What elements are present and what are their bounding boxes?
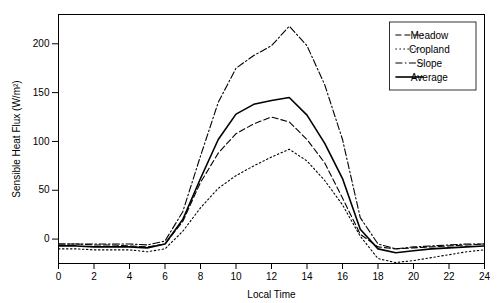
svg-text:10: 10 <box>230 271 242 282</box>
svg-text:100: 100 <box>33 136 50 147</box>
svg-text:6: 6 <box>162 271 168 282</box>
svg-text:16: 16 <box>337 271 349 282</box>
svg-text:24: 24 <box>479 271 491 282</box>
svg-text:50: 50 <box>38 184 50 195</box>
svg-text:150: 150 <box>33 87 50 98</box>
svg-text:0: 0 <box>56 271 62 282</box>
svg-text:2: 2 <box>91 271 97 282</box>
svg-text:20: 20 <box>408 271 420 282</box>
svg-text:Average: Average <box>411 72 449 83</box>
svg-text:0: 0 <box>44 233 50 244</box>
svg-text:Meadow: Meadow <box>411 30 450 41</box>
svg-text:Sensible Heat Flux (W/m²): Sensible Heat Flux (W/m²) <box>11 80 22 197</box>
svg-text:8: 8 <box>198 271 204 282</box>
svg-text:Slope: Slope <box>417 58 443 69</box>
svg-text:Cropland: Cropland <box>409 44 450 55</box>
svg-text:Local Time: Local Time <box>247 289 296 300</box>
svg-text:14: 14 <box>301 271 313 282</box>
svg-text:22: 22 <box>443 271 455 282</box>
svg-text:18: 18 <box>372 271 384 282</box>
svg-text:4: 4 <box>127 271 133 282</box>
svg-text:200: 200 <box>33 38 50 49</box>
svg-text:12: 12 <box>266 271 278 282</box>
